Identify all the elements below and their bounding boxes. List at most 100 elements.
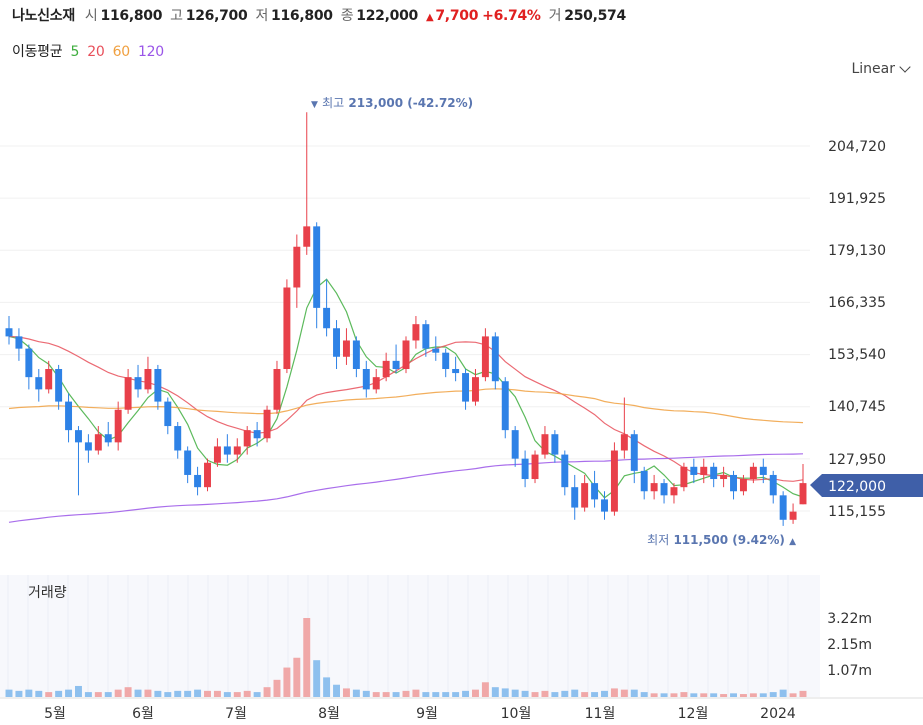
change-percent: +6.74%	[482, 8, 541, 24]
volume-bar	[472, 689, 479, 697]
candle-body	[45, 368, 53, 390]
candle-body	[174, 426, 182, 451]
volume-bar	[720, 694, 728, 697]
volume-bar	[779, 689, 787, 697]
moving-average-line	[8, 453, 804, 523]
candle-body	[491, 336, 499, 382]
candle-body	[154, 368, 162, 402]
candle-body	[243, 430, 251, 447]
x-label-sep: 9월	[416, 706, 438, 722]
x-label-oct: 10월	[501, 706, 532, 722]
volume-bar	[352, 689, 360, 697]
volume-bar	[94, 692, 102, 697]
candle-body	[531, 454, 539, 480]
volume-bar	[5, 689, 13, 697]
volume-bar	[144, 689, 152, 697]
volume-bar	[303, 618, 311, 697]
high-label: 고	[170, 8, 183, 24]
open-value: 116,800	[100, 8, 163, 24]
volume-bar	[114, 689, 122, 697]
candle-body	[591, 483, 599, 500]
volume-bar	[531, 692, 539, 697]
volume-bar	[75, 685, 82, 697]
candle-body	[253, 430, 261, 439]
volume-bar	[660, 693, 668, 697]
candle-body	[273, 368, 281, 410]
price-tick-6: 140,745	[828, 399, 886, 415]
volume-bar	[204, 690, 211, 697]
ma-legend-title: 이동평균	[12, 44, 63, 60]
price-tick-3: 179,130	[828, 243, 886, 259]
candle-body	[511, 430, 519, 459]
candle-body	[372, 377, 380, 390]
ma-legend-5: 5	[70, 44, 80, 60]
candle-body	[362, 368, 370, 390]
volume-bar	[223, 692, 231, 697]
candle-body	[620, 434, 628, 451]
volume-bar	[293, 657, 301, 697]
volume-label: 거	[548, 8, 562, 24]
volume-bar	[690, 693, 698, 697]
price-tick-2: 191,925	[828, 191, 886, 207]
volume-bar	[15, 690, 23, 697]
volume-bar	[481, 682, 489, 697]
volume-tick-3: 1.07m	[827, 663, 872, 679]
volume-bar	[372, 692, 380, 697]
volume-bar	[84, 692, 92, 697]
candle-body	[601, 499, 608, 512]
candle-body	[313, 226, 321, 308]
candle-body	[571, 487, 579, 508]
volume-bar	[313, 660, 321, 697]
candle-body	[352, 340, 360, 369]
candle-body	[25, 348, 33, 378]
ma-legend-120: 120	[138, 44, 164, 60]
candle-body	[452, 368, 460, 374]
candle-body	[35, 377, 43, 390]
low-annotation: 최저 111,500 (9.42%) ▲	[647, 533, 796, 547]
price-tick-7: 127,950	[828, 452, 886, 468]
scale-dropdown[interactable]: Linear	[851, 61, 911, 77]
volume-bar	[362, 690, 370, 697]
volume-bar	[610, 688, 618, 697]
volume-bar	[253, 692, 261, 697]
volume-bar	[730, 693, 737, 697]
candle-body	[213, 446, 221, 463]
candle-body	[759, 466, 767, 475]
candle-body	[233, 446, 241, 455]
volume-bar	[35, 690, 43, 697]
high-annotation-label: 최고	[322, 96, 344, 110]
volume-bar	[25, 689, 33, 697]
volume-bar	[511, 689, 519, 697]
volume-bar	[789, 693, 797, 697]
candle-body	[124, 377, 132, 410]
volume-bar	[710, 693, 718, 697]
open-label: 시	[84, 8, 98, 24]
volume-bar	[620, 689, 628, 697]
moving-average-legend: 이동평균 5 20 60 120	[12, 41, 168, 61]
candle-body	[650, 483, 658, 492]
current-price-tag-label: 122,000	[828, 479, 886, 495]
candle-body	[462, 373, 470, 402]
volume-bar	[233, 692, 241, 697]
candle-body	[104, 434, 112, 443]
candle-body	[194, 474, 202, 488]
x-label-aug: 8월	[318, 706, 340, 722]
candle-body	[263, 409, 271, 439]
volume-bar	[134, 689, 142, 697]
candle-body	[700, 466, 708, 475]
low-annotation-value: 111,500 (9.42%)	[673, 533, 784, 547]
candle-body	[223, 446, 231, 455]
high-annotation: ▼ 최고 213,000 (-42.72%)	[311, 96, 473, 110]
volume-bar	[422, 692, 430, 697]
candle-body	[680, 466, 688, 488]
x-label-may: 5월	[44, 706, 66, 722]
volume-bar	[194, 689, 202, 697]
volume-bar	[799, 690, 807, 697]
volume-bar	[640, 692, 648, 697]
candle-body	[640, 470, 648, 492]
volume-bar	[581, 692, 589, 697]
candle-body	[432, 348, 440, 353]
volume-bar	[601, 690, 608, 697]
candlesticks	[5, 112, 807, 526]
